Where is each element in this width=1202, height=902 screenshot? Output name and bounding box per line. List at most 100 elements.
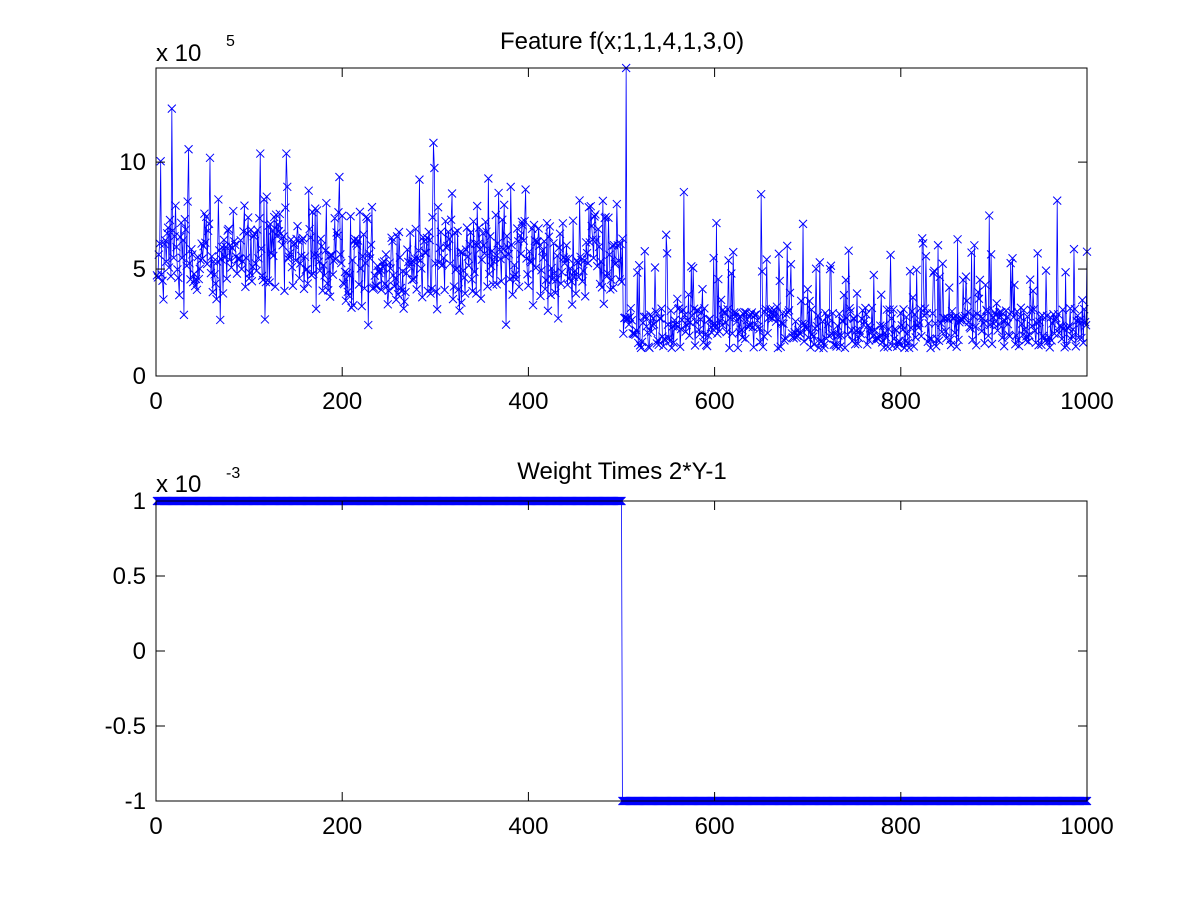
data-point-marker bbox=[935, 272, 945, 282]
data-point-marker bbox=[460, 289, 470, 298]
data-point-marker bbox=[524, 281, 533, 291]
data-point-marker bbox=[281, 149, 291, 158]
data-point-marker bbox=[567, 300, 577, 309]
data-point-marker bbox=[432, 304, 442, 314]
data-point-marker bbox=[363, 320, 373, 330]
data-point-marker bbox=[156, 156, 166, 166]
data-point-marker bbox=[977, 326, 987, 336]
data-point-marker bbox=[618, 234, 627, 244]
feature-subplot: Feature f(x;1,1,4,1,3,0) x 10 5 0 200 400 6… bbox=[119, 28, 1113, 415]
data-point-marker bbox=[488, 280, 498, 290]
data-point-marker bbox=[339, 279, 349, 289]
data-point-marker bbox=[158, 276, 167, 286]
data-point-marker bbox=[605, 285, 615, 294]
y-tick-label: 0 bbox=[133, 638, 146, 665]
x-tick-label: 800 bbox=[881, 388, 921, 415]
data-point-marker bbox=[510, 260, 519, 270]
data-point-marker bbox=[783, 308, 793, 317]
data-point-marker bbox=[802, 325, 812, 334]
data-point-marker bbox=[763, 328, 773, 338]
data-point-marker bbox=[898, 325, 908, 335]
data-point-marker bbox=[885, 305, 894, 314]
data-point-marker bbox=[255, 149, 265, 158]
data-point-marker bbox=[722, 327, 732, 337]
data-point-marker bbox=[552, 251, 562, 261]
data-point-marker bbox=[319, 260, 328, 270]
data-point-marker bbox=[163, 223, 173, 233]
data-point-marker bbox=[840, 343, 850, 353]
data-point-marker bbox=[297, 235, 307, 245]
data-point-marker bbox=[268, 251, 278, 261]
data-point-marker bbox=[680, 310, 690, 320]
data-point-marker bbox=[994, 319, 1003, 329]
data-point-marker bbox=[754, 324, 764, 334]
data-point-marker bbox=[459, 273, 469, 283]
data-point-marker bbox=[381, 250, 391, 259]
data-point-marker bbox=[376, 285, 386, 295]
data-point-marker bbox=[441, 216, 450, 226]
data-point-marker bbox=[643, 328, 652, 337]
weight-y-multiplier: x 10 -3 bbox=[156, 465, 240, 498]
data-point-marker bbox=[702, 341, 712, 351]
data-point-marker bbox=[712, 218, 721, 228]
y-tick-label: -1 bbox=[125, 788, 146, 815]
data-point-marker bbox=[479, 240, 489, 250]
data-point-marker bbox=[745, 321, 755, 331]
data-point-marker bbox=[184, 144, 193, 154]
data-point-marker bbox=[496, 254, 505, 264]
data-point-marker bbox=[690, 341, 700, 350]
data-point-marker bbox=[285, 248, 295, 258]
data-point-marker bbox=[842, 313, 852, 323]
data-point-marker bbox=[473, 239, 483, 249]
data-point-marker bbox=[308, 269, 318, 279]
data-point-marker bbox=[544, 232, 554, 242]
data-point-marker bbox=[358, 251, 368, 261]
data-point-marker bbox=[497, 276, 506, 286]
data-point-marker bbox=[517, 217, 527, 227]
data-point-marker bbox=[1071, 342, 1081, 351]
data-point-marker bbox=[304, 186, 314, 196]
data-point-marker bbox=[405, 228, 415, 238]
data-point-marker bbox=[501, 320, 511, 330]
data-point-marker bbox=[632, 268, 642, 277]
data-point-marker bbox=[823, 319, 833, 329]
data-point-marker bbox=[678, 305, 688, 315]
data-point-marker bbox=[446, 215, 456, 225]
data-point-marker bbox=[983, 331, 993, 341]
feature-axes-frame bbox=[155, 67, 1088, 377]
data-point-marker bbox=[483, 282, 492, 291]
data-point-marker bbox=[387, 233, 396, 243]
data-point-marker bbox=[472, 201, 482, 211]
data-point-marker bbox=[181, 225, 191, 234]
data-point-marker bbox=[278, 240, 287, 250]
data-point-marker bbox=[233, 254, 243, 264]
data-point-marker bbox=[650, 263, 660, 272]
y-tick-label: 0 bbox=[133, 363, 146, 390]
data-point-marker bbox=[688, 263, 698, 273]
data-point-marker bbox=[200, 238, 210, 248]
data-point-marker bbox=[294, 236, 303, 246]
data-point-marker bbox=[878, 321, 888, 331]
data-point-marker bbox=[520, 216, 530, 226]
data-point-marker bbox=[425, 235, 435, 245]
data-point-marker bbox=[372, 281, 382, 291]
data-point-marker bbox=[429, 138, 438, 148]
data-point-marker bbox=[174, 290, 184, 300]
data-point-marker bbox=[1029, 304, 1039, 314]
data-point-marker bbox=[433, 202, 443, 212]
data-point-marker bbox=[894, 336, 904, 346]
y-tick-label: 10 bbox=[119, 149, 146, 176]
data-point-marker bbox=[251, 259, 260, 268]
data-point-marker bbox=[279, 232, 288, 241]
data-point-marker bbox=[959, 313, 969, 323]
data-point-marker bbox=[851, 326, 861, 336]
data-point-marker bbox=[1006, 258, 1016, 268]
data-point-marker bbox=[817, 336, 827, 346]
data-point-marker bbox=[698, 284, 707, 294]
data-point-marker bbox=[300, 252, 310, 262]
weight-subplot: Weight Times 2*Y-1 x 10 -3 0 200 400 600 800… bbox=[105, 458, 1114, 840]
data-point-marker bbox=[548, 274, 557, 284]
data-point-marker bbox=[198, 254, 207, 263]
data-point-marker bbox=[713, 274, 723, 284]
data-point-marker bbox=[1081, 320, 1091, 330]
